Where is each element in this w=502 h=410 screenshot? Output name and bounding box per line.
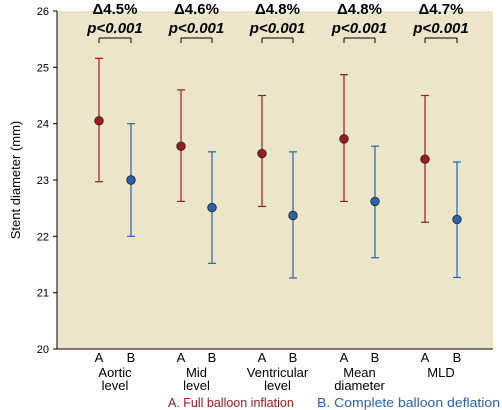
data-point [452,214,462,225]
x-tick-label: B [127,350,136,365]
x-tick-label: B [208,350,217,365]
x-tick-label: B [371,350,380,365]
data-point [257,148,267,159]
data-point [420,154,430,164]
y-axis-label: Stent diameter (mm) [8,121,23,239]
y-tick-label: 23 [37,175,49,187]
group-label: Mid [186,365,207,380]
p-value-label: p<0.001 [168,20,224,37]
y-tick-label: 24 [37,119,49,131]
delta-label: Δ4.8% [337,1,382,18]
delta-label: Δ4.6% [174,1,219,18]
p-value-label: p<0.001 [412,20,468,37]
delta-label: Δ4.8% [255,1,300,18]
data-point [176,141,186,151]
x-tick-label: A [177,350,186,365]
y-tick-label: 21 [37,288,49,300]
data-point [288,210,298,221]
p-value-label: p<0.001 [249,20,305,37]
y-tick-label: 25 [37,62,49,74]
delta-label: Δ4.5% [93,1,138,18]
group-label: level [264,378,291,393]
plot-area [57,11,493,349]
group-label: Ventricular [247,365,309,380]
x-tick-label: A [95,350,104,365]
p-value-label: p<0.001 [86,20,142,37]
data-point [370,196,380,207]
y-tick-label: 22 [37,231,49,243]
significance-annotations: Δ4.5% p<0.001 Δ4.6% p<0.001 Δ4.8% p<0.001 Δ4.8… [86,1,469,43]
group-label: Mean [343,365,376,380]
data-point [207,202,217,213]
legend-item-complete-deflation: B. Complete balloon deflation [317,396,500,410]
group-label: level [183,378,210,393]
x-tick-label: A [421,350,430,365]
group-label: MLD [427,365,454,380]
data-point [94,116,104,126]
group-label: Aortic [98,365,132,380]
legend-item-full-inflation: A. Full balloon inflation [168,396,294,410]
y-tick-label: 26 [37,6,49,18]
group-label: diameter [334,378,385,393]
data-marks [94,57,462,279]
x-tick-label: B [289,350,298,365]
x-tick-label: A [258,350,267,365]
y-tick-label: 20 [37,344,49,356]
group-label: level [102,378,129,393]
legend: A. Full balloon inflation B. Complete bal… [168,396,500,410]
x-tick-label: B [453,350,462,365]
delta-label: Δ4.7% [419,1,464,18]
x-tick-label: A [340,350,349,365]
data-point [126,175,136,185]
p-value-label: p<0.001 [331,20,387,37]
y-ticks: 20 21 22 23 24 25 26 [37,6,57,356]
data-point [339,134,349,144]
